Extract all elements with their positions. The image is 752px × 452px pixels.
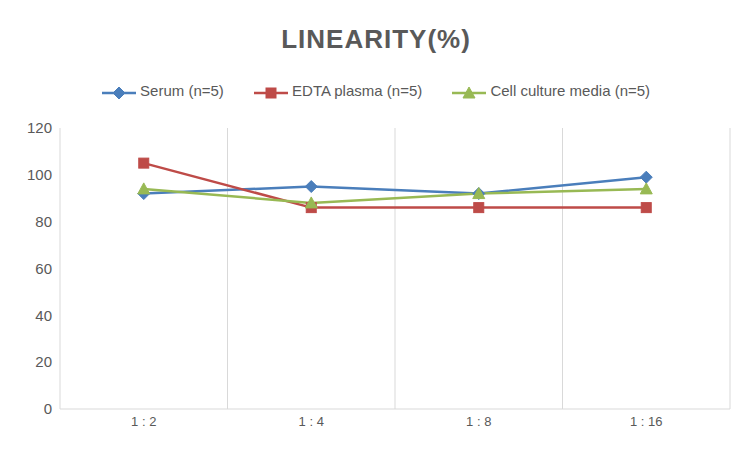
html-text:LINEARITY(%): LINEARITY(%) <box>281 24 471 54</box>
html-text:Cell culture media (n=5): Cell culture media (n=5) <box>490 82 651 100</box>
svg-text:1 : 2: 1 : 2 <box>131 414 156 429</box>
svg-text:60: 60 <box>35 260 52 277</box>
svg-text:1 : 4: 1 : 4 <box>299 414 324 429</box>
html-text:Serum (n=5): Serum (n=5) <box>140 82 224 100</box>
svg-text:80: 80 <box>35 213 52 230</box>
svg-text:1 : 16: 1 : 16 <box>630 414 663 429</box>
svg-text:0: 0 <box>44 400 52 417</box>
svg-text:20: 20 <box>35 353 52 370</box>
svg-text:120: 120 <box>27 119 52 136</box>
svg-text:100: 100 <box>27 166 52 183</box>
svg-text:40: 40 <box>35 307 52 324</box>
html-text:EDTA plasma (n=5): EDTA plasma (n=5) <box>292 82 423 100</box>
svg-text:1 : 8: 1 : 8 <box>466 414 491 429</box>
